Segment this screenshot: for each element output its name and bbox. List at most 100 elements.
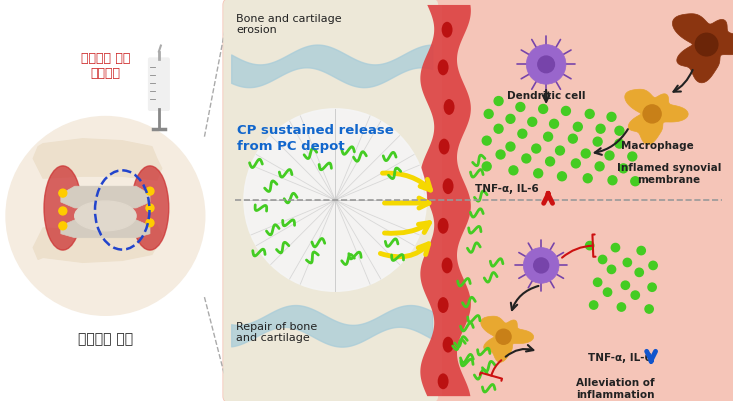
Circle shape: [695, 33, 718, 56]
Text: Dendritic cell: Dendritic cell: [507, 91, 585, 101]
Circle shape: [615, 139, 624, 148]
Circle shape: [631, 177, 640, 186]
Circle shape: [562, 107, 570, 115]
Text: TNF-α, IL-6: TNF-α, IL-6: [475, 184, 539, 194]
Ellipse shape: [131, 166, 169, 250]
Circle shape: [590, 301, 598, 309]
Circle shape: [573, 122, 582, 131]
Text: 류마티즘 질환: 류마티즘 질환: [78, 332, 133, 346]
Circle shape: [608, 176, 617, 185]
Circle shape: [604, 288, 612, 296]
Circle shape: [619, 164, 628, 173]
Circle shape: [611, 243, 620, 252]
Text: Repair of bone
and cartilage: Repair of bone and cartilage: [236, 322, 318, 343]
Circle shape: [643, 105, 661, 123]
FancyBboxPatch shape: [223, 0, 734, 402]
Circle shape: [581, 149, 590, 158]
Circle shape: [523, 247, 559, 283]
Circle shape: [534, 169, 542, 178]
Circle shape: [496, 150, 505, 159]
Circle shape: [628, 152, 637, 161]
Circle shape: [635, 268, 643, 277]
Ellipse shape: [439, 139, 450, 154]
Circle shape: [484, 109, 493, 118]
Ellipse shape: [441, 22, 453, 38]
Circle shape: [532, 144, 541, 153]
Text: Inflamed synovial
membrane: Inflamed synovial membrane: [617, 163, 721, 185]
Circle shape: [509, 166, 518, 175]
Circle shape: [522, 154, 531, 163]
Circle shape: [593, 137, 602, 146]
Circle shape: [538, 56, 554, 72]
Circle shape: [624, 258, 632, 266]
Circle shape: [244, 109, 426, 291]
Text: Macrophage: Macrophage: [621, 141, 694, 151]
Circle shape: [544, 132, 553, 141]
Circle shape: [557, 172, 567, 181]
Circle shape: [516, 102, 525, 111]
Circle shape: [593, 278, 602, 286]
Polygon shape: [33, 139, 162, 180]
Circle shape: [506, 142, 515, 151]
FancyBboxPatch shape: [328, 5, 442, 396]
Circle shape: [59, 207, 67, 215]
Polygon shape: [33, 225, 162, 262]
Circle shape: [496, 329, 511, 344]
Ellipse shape: [443, 337, 453, 353]
Ellipse shape: [438, 297, 449, 313]
Circle shape: [7, 117, 204, 315]
Polygon shape: [481, 316, 534, 362]
Circle shape: [568, 134, 577, 143]
Circle shape: [59, 222, 67, 230]
Circle shape: [648, 283, 656, 291]
Circle shape: [494, 96, 503, 105]
Circle shape: [506, 114, 515, 123]
Circle shape: [621, 281, 629, 290]
Circle shape: [583, 174, 593, 183]
Ellipse shape: [441, 258, 453, 273]
Polygon shape: [61, 220, 150, 238]
Circle shape: [482, 162, 491, 171]
Ellipse shape: [438, 218, 449, 234]
Circle shape: [146, 187, 154, 195]
Text: 펩타이드 함유
주사제형: 펩타이드 함유 주사제형: [81, 51, 130, 79]
Polygon shape: [672, 14, 737, 83]
Text: TNF-α, IL-6: TNF-α, IL-6: [587, 353, 652, 362]
Text: Alleviation of
inflammation: Alleviation of inflammation: [576, 378, 654, 400]
Polygon shape: [625, 89, 688, 145]
Circle shape: [645, 305, 653, 313]
Circle shape: [518, 129, 527, 138]
FancyBboxPatch shape: [148, 58, 170, 111]
Circle shape: [494, 124, 503, 133]
Ellipse shape: [438, 60, 449, 75]
Circle shape: [482, 136, 491, 145]
Ellipse shape: [443, 178, 453, 194]
Circle shape: [146, 219, 154, 227]
Circle shape: [615, 126, 624, 135]
Circle shape: [59, 189, 67, 197]
FancyBboxPatch shape: [223, 0, 439, 402]
Polygon shape: [420, 5, 471, 396]
Circle shape: [607, 113, 616, 121]
Circle shape: [637, 246, 646, 255]
Text: CP sustained release
from PC depot: CP sustained release from PC depot: [237, 124, 394, 153]
Ellipse shape: [44, 166, 82, 250]
Circle shape: [607, 265, 615, 273]
Circle shape: [598, 255, 607, 264]
Circle shape: [550, 119, 559, 128]
Circle shape: [526, 45, 566, 84]
Circle shape: [596, 124, 605, 133]
Circle shape: [585, 109, 594, 118]
Circle shape: [534, 258, 548, 273]
Circle shape: [556, 146, 565, 155]
Circle shape: [528, 117, 537, 126]
Ellipse shape: [74, 201, 136, 231]
Text: Bone and cartilage
erosion: Bone and cartilage erosion: [236, 14, 342, 36]
Circle shape: [545, 157, 554, 166]
Circle shape: [585, 241, 594, 250]
Ellipse shape: [438, 373, 449, 389]
Circle shape: [605, 151, 614, 160]
Circle shape: [571, 159, 580, 168]
Circle shape: [539, 104, 548, 113]
Circle shape: [649, 261, 657, 270]
